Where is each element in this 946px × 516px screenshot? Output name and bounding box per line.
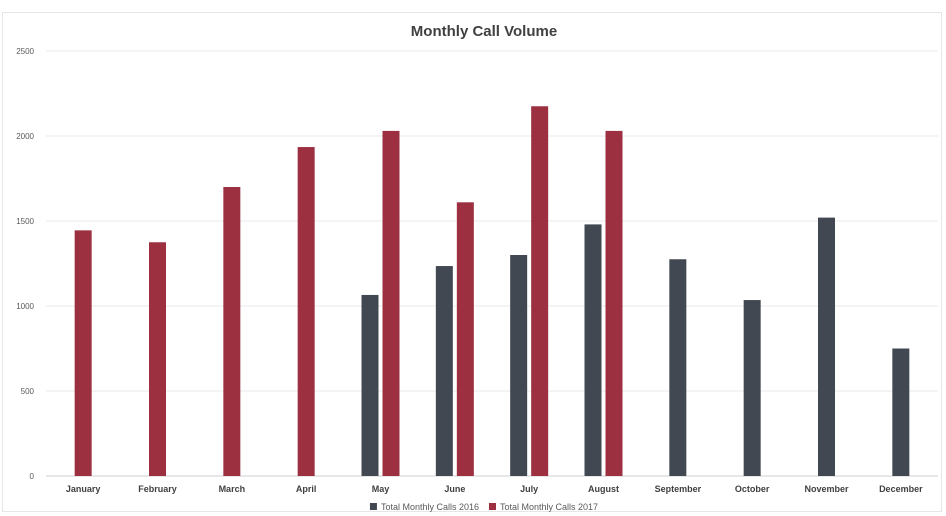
legend-item: Total Monthly Calls 2017 [489, 502, 598, 512]
x-tick-label: August [588, 484, 619, 494]
chart-title: Monthly Call Volume [411, 23, 557, 40]
x-tick-label: January [66, 484, 101, 494]
bar-may-series-1 [362, 295, 379, 476]
x-axis-ticks: January February March April May June July Augu… [66, 484, 923, 494]
bar-august-series-2 [606, 131, 623, 476]
bar-march-series-2 [223, 187, 240, 476]
x-tick-label: April [296, 484, 317, 494]
x-tick-label: December [879, 484, 923, 494]
x-tick-label: November [804, 484, 849, 494]
bar-june-series-1 [436, 266, 453, 476]
x-tick-label: June [444, 484, 465, 494]
legend-item: Total Monthly Calls 2016 [370, 502, 479, 512]
bars [75, 106, 910, 476]
legend-label: Total Monthly Calls 2017 [500, 502, 598, 512]
x-tick-label: September [655, 484, 702, 494]
gridlines [46, 51, 938, 476]
y-tick-label: 1500 [16, 217, 34, 226]
y-tick-label: 1000 [16, 302, 34, 311]
legend-label: Total Monthly Calls 2016 [381, 502, 479, 512]
bar-april-series-2 [298, 147, 315, 476]
bar-february-series-2 [149, 242, 166, 476]
y-tick-label: 2000 [16, 132, 34, 141]
x-tick-label: July [520, 484, 538, 494]
legend-swatch [489, 503, 496, 510]
bar-november-series-1 [818, 218, 835, 476]
y-tick-label: 500 [21, 387, 35, 396]
x-tick-label: October [735, 484, 770, 494]
bar-october-series-1 [744, 300, 761, 476]
bar-june-series-2 [457, 202, 474, 476]
bar-july-series-1 [510, 255, 527, 476]
bar-may-series-2 [383, 131, 400, 476]
bar-september-series-1 [669, 259, 686, 476]
x-tick-label: May [372, 484, 390, 494]
y-tick-label: 2500 [16, 47, 34, 56]
x-tick-label: February [138, 484, 177, 494]
bar-january-series-2 [75, 230, 92, 476]
x-tick-label: March [219, 484, 246, 494]
bar-july-series-2 [531, 106, 548, 476]
y-axis-ticks: 0 500 1000 1500 2000 2500 [16, 47, 34, 481]
bar-december-series-1 [892, 349, 909, 477]
y-tick-label: 0 [30, 472, 35, 481]
legend-swatch [370, 503, 377, 510]
bar-august-series-1 [585, 224, 602, 476]
legend: Total Monthly Calls 2016 Total Monthly Ca… [370, 502, 598, 512]
